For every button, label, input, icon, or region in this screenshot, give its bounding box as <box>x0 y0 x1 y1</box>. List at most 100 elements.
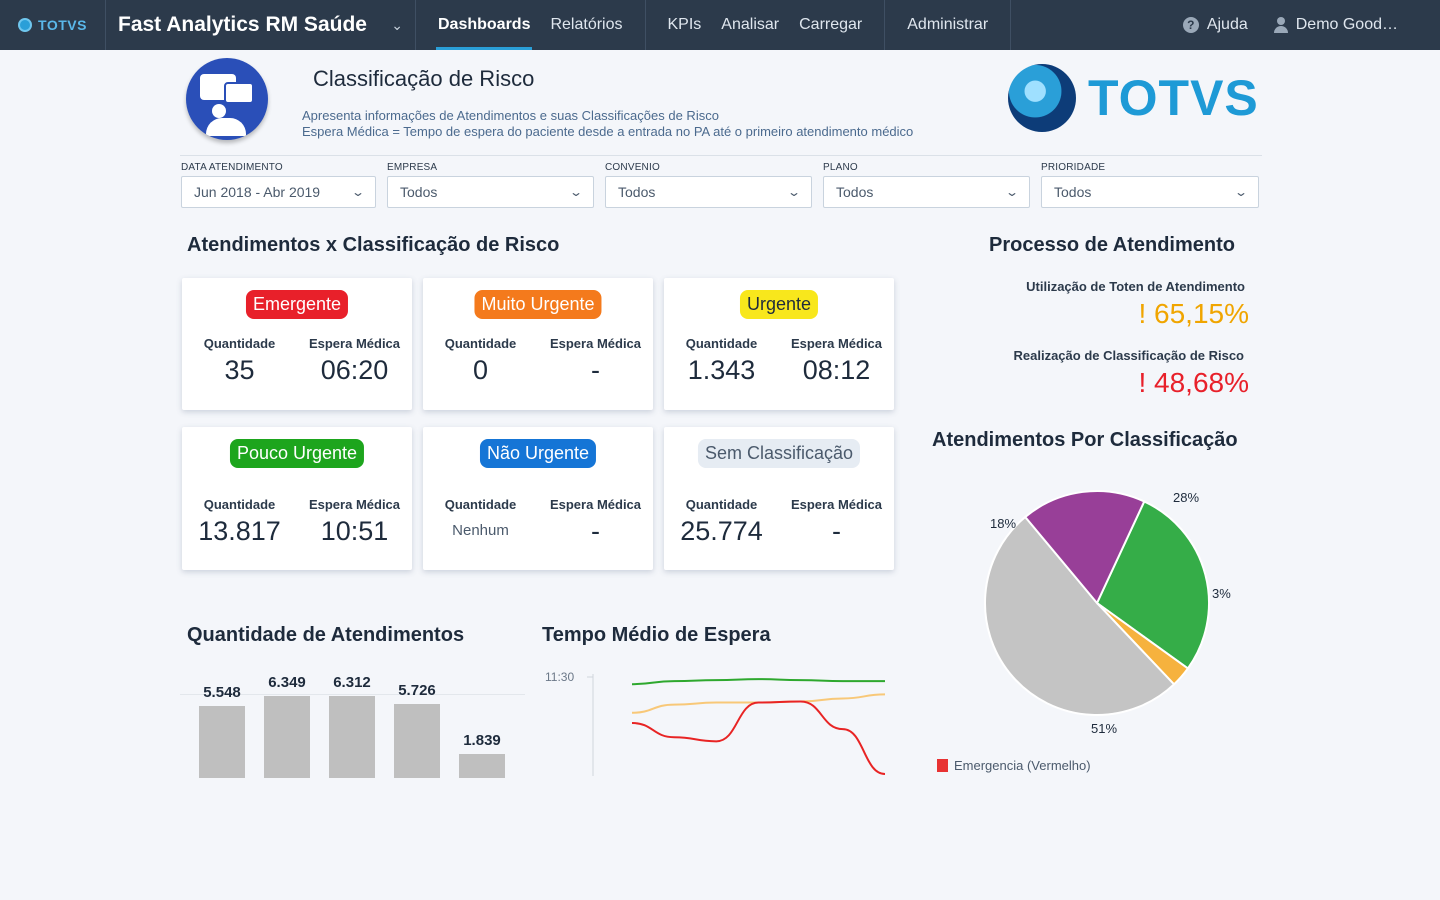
quantity-col: Quantidade 1.343 <box>664 336 779 386</box>
chevron-down-icon: ⌄ <box>391 16 403 33</box>
brand-wordmark: TOTVS <box>1088 70 1259 126</box>
filter-convenio: CONVENIO Todos ⌄ <box>605 162 812 208</box>
logo-text: TOTVS <box>38 17 87 33</box>
card-metrics: Quantidade 1.343 Espera Médica 08:12 <box>664 336 894 386</box>
wait-label: Espera Médica <box>549 497 642 512</box>
risk-badge: Pouco Urgente <box>229 439 365 468</box>
nav-carregar[interactable]: Carregar <box>799 16 863 33</box>
bar[interactable] <box>394 704 440 778</box>
bar[interactable] <box>329 696 375 778</box>
tab-relatorios[interactable]: Relatórios <box>550 16 623 33</box>
card-metrics: Quantidade 0 Espera Médica - <box>423 336 653 386</box>
nav-kpis[interactable]: KPIs <box>667 16 702 33</box>
quantity-col: Quantidade Nenhum <box>423 497 538 547</box>
card-metrics: Quantidade 35 Espera Médica 06:20 <box>182 336 412 386</box>
filter-value: Todos <box>400 184 438 200</box>
pie-slice-label: 18% <box>990 516 1016 531</box>
wait-label: Espera Médica <box>790 336 883 351</box>
quantity-value: 25.774 <box>680 516 763 546</box>
wait-value: - <box>832 516 841 546</box>
card-metrics: Quantidade 13.817 Espera Médica 10:51 <box>182 497 412 547</box>
risk-card[interactable]: Não Urgente Quantidade Nenhum Espera Médica… <box>423 427 653 570</box>
bar-baseline <box>180 694 525 695</box>
filter-data-atendimento: DATA ATENDIMENTO Jun 2018 - Abr 2019 ⌄ <box>181 162 376 208</box>
pie-slice[interactable] <box>984 515 1176 716</box>
filter-select[interactable]: Todos ⌄ <box>605 176 812 208</box>
risk-card[interactable]: Emergente Quantidade 35 Espera Médica 06:20 <box>182 278 412 410</box>
bar[interactable] <box>264 696 310 778</box>
section-title-process: Processo de Atendimento <box>989 234 1235 256</box>
bar-label: 1.839 <box>463 732 501 749</box>
tab-dashboards[interactable]: Dashboards <box>428 0 540 50</box>
divider <box>180 155 1262 156</box>
metric-label-toten: Utilização de Toten de Atendimento <box>1026 279 1245 294</box>
filter-empresa: EMPRESA Todos ⌄ <box>387 162 594 208</box>
quantity-label: Quantidade <box>444 336 517 351</box>
wait-value: 06:20 <box>320 355 389 385</box>
filter-select[interactable]: Todos ⌄ <box>823 176 1030 208</box>
risk-badge: Urgente <box>739 290 819 319</box>
bar-chart: 5.548 6.349 6.312 5.726 1.839 <box>180 660 525 778</box>
filter-label: DATA ATENDIMENTO <box>181 162 283 173</box>
quantity-col: Quantidade 35 <box>182 336 297 386</box>
pie-slice-label: 28% <box>1173 490 1199 505</box>
user-menu[interactable]: Demo Good… <box>1273 16 1398 34</box>
risk-badge: Sem Classificação <box>697 439 861 468</box>
app-selector[interactable]: Fast Analytics RM Saúde ⌄ <box>106 0 416 50</box>
wait-label: Espera Médica <box>549 336 642 351</box>
pie-chart: 28% 3% 51% 18% <box>984 490 1231 736</box>
pie-slice-label: 51% <box>1091 721 1117 736</box>
bar[interactable] <box>459 754 505 778</box>
chevron-down-icon: ⌄ <box>568 185 584 199</box>
risk-card[interactable]: Sem Classificação Quantidade 25.774 Espera … <box>664 427 894 570</box>
risk-badge: Não Urgente <box>479 439 597 468</box>
legend-label: Emergencia (Vermelho) <box>954 758 1091 773</box>
help-icon: ? <box>1182 17 1199 33</box>
quantity-label: Quantidade <box>685 336 758 351</box>
wait-value: 08:12 <box>802 355 871 385</box>
pie-slice[interactable] <box>1023 490 1146 605</box>
line-series-1[interactable] <box>631 693 886 714</box>
line-series-0[interactable] <box>631 678 885 686</box>
filter-select[interactable]: Todos ⌄ <box>387 176 594 208</box>
filter-value: Jun 2018 - Abr 2019 <box>194 184 321 200</box>
filter-prioridade: PRIORIDADE Todos ⌄ <box>1041 162 1259 208</box>
nav-analisar[interactable]: Analisar <box>721 16 780 33</box>
filter-select[interactable]: Todos ⌄ <box>1041 176 1259 208</box>
help-link[interactable]: ? Ajuda <box>1182 16 1248 34</box>
filter-value: Todos <box>836 184 874 200</box>
nav-actions: KPIs Analisar Carregar <box>646 0 886 50</box>
nav-right: ? Ajuda Demo Good… <box>1182 0 1440 50</box>
wait-col: Espera Médica 08:12 <box>779 336 894 386</box>
risk-card[interactable]: Pouco Urgente Quantidade 13.817 Espera Médi… <box>182 427 412 570</box>
totvs-logo[interactable]: TOTVS <box>0 0 106 50</box>
totvs-orb-icon <box>18 18 33 32</box>
filter-select[interactable]: Jun 2018 - Abr 2019 ⌄ <box>181 176 376 208</box>
quantity-label: Quantidade <box>685 497 758 512</box>
wait-col: Espera Médica - <box>538 336 653 386</box>
wait-col: Espera Médica - <box>779 497 894 547</box>
line-series-2[interactable] <box>631 700 886 775</box>
page-description: Apresenta informações de Atendimentos e … <box>302 108 913 140</box>
filter-label: CONVENIO <box>605 162 660 173</box>
bar-label: 5.548 <box>203 684 241 701</box>
quantity-value: 1.343 <box>687 355 756 385</box>
wait-col: Espera Médica 06:20 <box>297 336 412 386</box>
risk-card[interactable]: Muito Urgente Quantidade 0 Espera Médica - <box>423 278 653 410</box>
brand-orb-icon <box>1008 64 1076 132</box>
top-nav: TOTVS Fast Analytics RM Saúde ⌄ Dashboar… <box>0 0 1440 50</box>
bar-label: 6.349 <box>268 674 306 691</box>
description-line-2: Espera Médica = Tempo de espera do pacie… <box>302 124 914 139</box>
quantity-value: 13.817 <box>198 516 281 546</box>
bar[interactable] <box>199 706 245 778</box>
quantity-value: 35 <box>224 355 255 385</box>
section-title-wait: Tempo Médio de Espera <box>542 624 771 646</box>
nav-administrar[interactable]: Administrar <box>907 16 989 33</box>
nav-tabs: Dashboards Relatórios <box>416 0 646 50</box>
page-title: Classificação de Risco <box>313 66 535 91</box>
quantity-col: Quantidade 0 <box>423 336 538 386</box>
filter-label: PRIORIDADE <box>1041 162 1106 173</box>
risk-card[interactable]: Urgente Quantidade 1.343 Espera Médica 08:12 <box>664 278 894 410</box>
user-icon <box>1273 17 1288 33</box>
wait-label: Espera Médica <box>308 336 401 351</box>
